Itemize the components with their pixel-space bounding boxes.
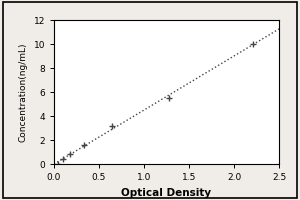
Y-axis label: Concentration(ng/mL): Concentration(ng/mL) xyxy=(19,42,28,142)
X-axis label: Optical Density: Optical Density xyxy=(122,188,212,198)
